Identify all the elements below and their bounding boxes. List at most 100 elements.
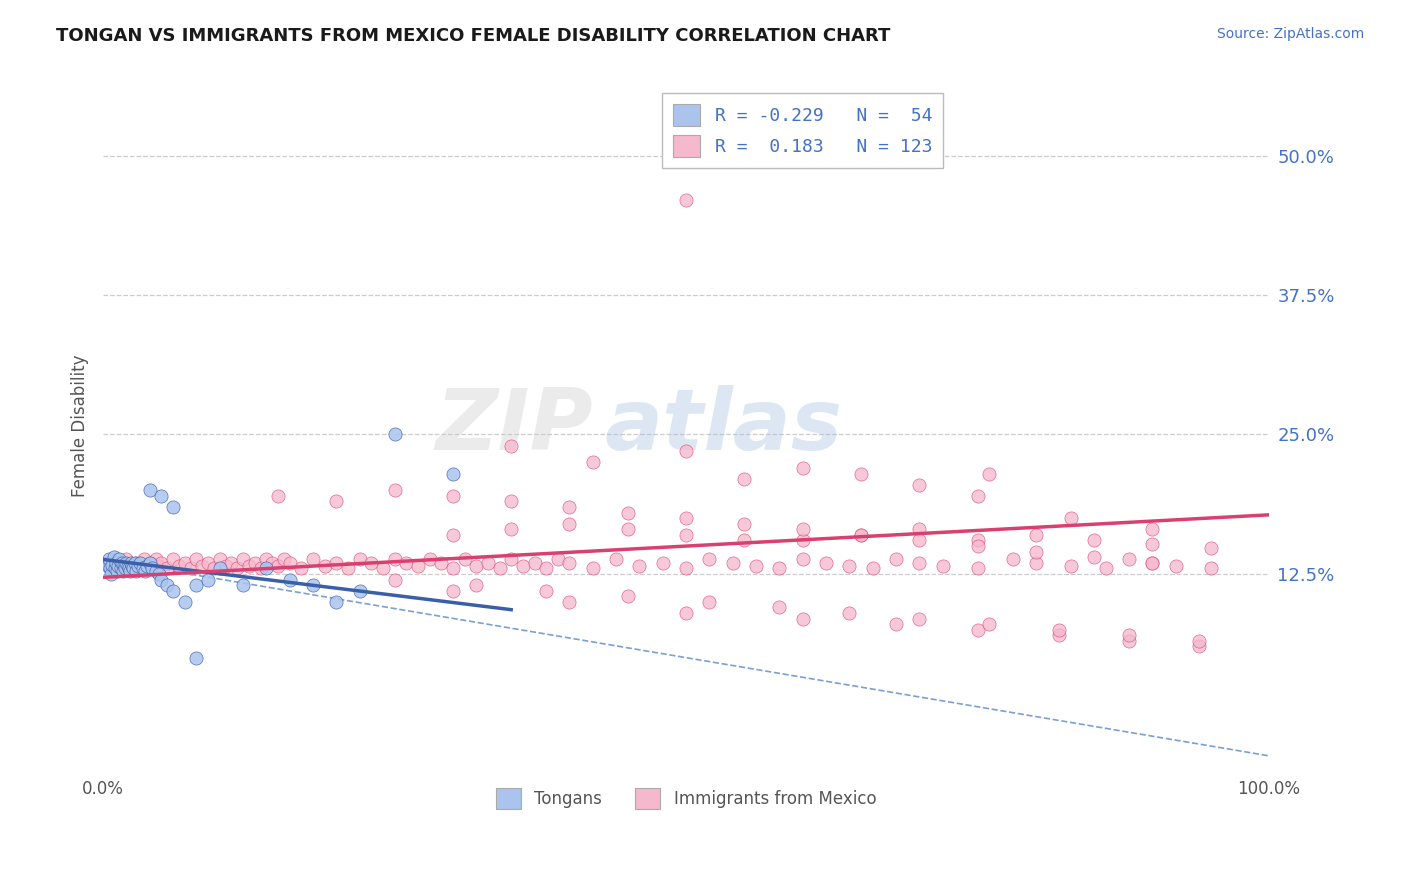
- Point: [254, 561, 277, 575]
- Point: [617, 506, 640, 520]
- Point: [336, 561, 359, 575]
- Point: [145, 552, 167, 566]
- Point: [118, 561, 141, 575]
- Point: [605, 552, 627, 566]
- Point: [114, 561, 136, 575]
- Point: [617, 589, 640, 603]
- Point: [118, 564, 141, 578]
- Point: [104, 556, 127, 570]
- Point: [675, 606, 697, 620]
- Point: [534, 561, 557, 575]
- Point: [108, 552, 131, 566]
- Point: [302, 578, 325, 592]
- Point: [104, 561, 127, 575]
- Point: [129, 556, 152, 570]
- Point: [202, 561, 225, 575]
- Point: [465, 559, 488, 574]
- Point: [97, 552, 120, 566]
- Point: [501, 552, 523, 566]
- Point: [262, 556, 284, 570]
- Point: [129, 556, 152, 570]
- Point: [98, 561, 121, 575]
- Point: [290, 561, 312, 575]
- Point: [243, 556, 266, 570]
- Point: [180, 561, 202, 575]
- Point: [111, 564, 134, 578]
- Point: [1047, 623, 1070, 637]
- Point: [792, 552, 814, 566]
- Point: [523, 556, 546, 570]
- Point: [582, 561, 605, 575]
- Point: [441, 528, 464, 542]
- Point: [186, 552, 208, 566]
- Point: [1047, 628, 1070, 642]
- Point: [115, 556, 138, 570]
- Point: [121, 559, 143, 574]
- Point: [884, 552, 907, 566]
- Point: [441, 561, 464, 575]
- Text: atlas: atlas: [605, 384, 842, 467]
- Point: [395, 556, 418, 570]
- Point: [733, 516, 755, 531]
- Point: [675, 511, 697, 525]
- Point: [221, 556, 243, 570]
- Y-axis label: Female Disability: Female Disability: [72, 355, 89, 498]
- Point: [792, 612, 814, 626]
- Point: [792, 461, 814, 475]
- Point: [139, 483, 162, 498]
- Point: [120, 556, 142, 570]
- Point: [145, 564, 167, 578]
- Point: [115, 552, 138, 566]
- Point: [1060, 511, 1083, 525]
- Point: [862, 561, 884, 575]
- Point: [150, 573, 173, 587]
- Point: [186, 650, 208, 665]
- Point: [849, 528, 872, 542]
- Point: [148, 566, 170, 581]
- Point: [1083, 550, 1105, 565]
- Point: [325, 556, 347, 570]
- Point: [302, 552, 325, 566]
- Point: [105, 564, 128, 578]
- Point: [792, 533, 814, 548]
- Point: [110, 561, 132, 575]
- Point: [534, 583, 557, 598]
- Point: [232, 552, 254, 566]
- Point: [156, 578, 179, 592]
- Point: [441, 583, 464, 598]
- Point: [966, 489, 988, 503]
- Point: [966, 533, 988, 548]
- Point: [112, 559, 135, 574]
- Point: [733, 472, 755, 486]
- Point: [1025, 556, 1047, 570]
- Point: [167, 559, 190, 574]
- Point: [238, 559, 260, 574]
- Point: [419, 552, 441, 566]
- Point: [384, 427, 406, 442]
- Point: [150, 556, 173, 570]
- Point: [107, 559, 129, 574]
- Point: [360, 556, 382, 570]
- Point: [966, 561, 988, 575]
- Point: [314, 559, 336, 574]
- Point: [110, 556, 132, 570]
- Point: [267, 489, 290, 503]
- Point: [1188, 634, 1211, 648]
- Point: [249, 561, 271, 575]
- Point: [125, 556, 148, 570]
- Text: Source: ZipAtlas.com: Source: ZipAtlas.com: [1216, 27, 1364, 41]
- Point: [127, 559, 149, 574]
- Point: [745, 559, 768, 574]
- Point: [979, 467, 1001, 481]
- Point: [558, 516, 581, 531]
- Point: [96, 556, 118, 570]
- Point: [501, 494, 523, 508]
- Point: [1142, 522, 1164, 536]
- Point: [814, 556, 837, 570]
- Point: [186, 578, 208, 592]
- Point: [792, 522, 814, 536]
- Point: [278, 573, 301, 587]
- Point: [371, 561, 394, 575]
- Point: [908, 477, 931, 491]
- Point: [101, 559, 124, 574]
